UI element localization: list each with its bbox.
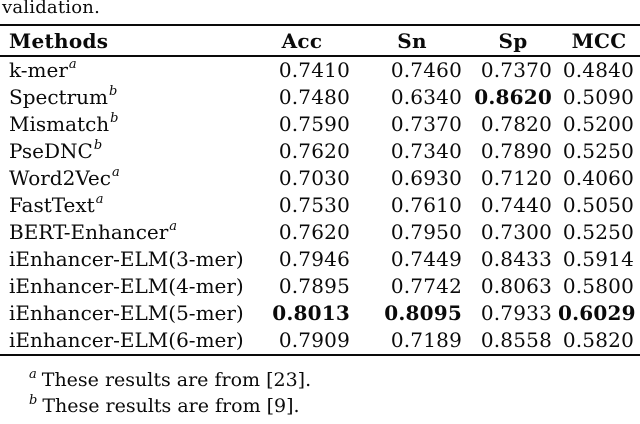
footnote-marker: b	[93, 138, 103, 154]
header-mcc: MCC	[558, 25, 640, 57]
table-row: Mismatchb 0.7590 0.7370 0.7820 0.5200	[0, 111, 640, 138]
value-cell: 0.7449	[390, 247, 462, 271]
table-row: PseDNCb 0.7620 0.7340 0.7890 0.5250	[0, 138, 640, 165]
method-cell: iEnhancer-ELM(4-mer)	[9, 274, 244, 298]
table-row: BERT-Enhancera 0.7620 0.7950 0.7300 0.5250	[0, 219, 640, 246]
table-row: k-mera 0.7410 0.7460 0.7370 0.4840	[0, 56, 640, 84]
value-cell: 0.5050	[562, 193, 634, 217]
value-cell: 0.5800	[562, 274, 634, 298]
method-cell: iEnhancer-ELM(3-mer)	[9, 247, 244, 271]
value-cell: 0.5914	[562, 247, 634, 271]
value-cell: 0.4060	[562, 166, 634, 190]
method-cell: PseDNCb	[9, 138, 103, 163]
footnote-b-text: These results are from [9].	[42, 395, 300, 417]
header-methods: Methods	[0, 25, 248, 57]
value-cell: 0.8095	[384, 301, 462, 325]
value-cell: 0.7030	[278, 166, 350, 190]
table-row: Word2Veca 0.7030 0.6930 0.7120 0.4060	[0, 165, 640, 192]
value-cell: 0.6340	[390, 85, 462, 109]
method-cell: k-mera	[9, 57, 77, 82]
value-cell: 0.7410	[278, 58, 350, 82]
footnote-a-text: These results are from [23].	[41, 369, 312, 391]
method-cell: Spectrumb	[9, 84, 118, 109]
value-cell: 0.6029	[558, 301, 636, 325]
table-header: Methods Acc Sn Sp MCC	[0, 25, 640, 57]
footnote-a-marker: a	[29, 366, 37, 382]
footnote-b: b These results are from [9].	[0, 393, 640, 419]
value-cell: 0.8433	[480, 247, 552, 271]
method-cell: FastTexta	[9, 192, 104, 217]
footnote-a: a These results are from [23].	[0, 367, 640, 393]
value-cell: 0.8063	[480, 274, 552, 298]
value-cell: 0.7890	[480, 139, 552, 163]
header-row: Methods Acc Sn Sp MCC	[0, 25, 640, 57]
value-cell: 0.7946	[278, 247, 350, 271]
value-cell: 0.5200	[562, 112, 634, 136]
value-cell: 0.7742	[390, 274, 462, 298]
results-table: Methods Acc Sn Sp MCC k-mera 0.7410 0.7460…	[0, 24, 640, 356]
value-cell: 0.5250	[562, 220, 634, 244]
table-row: iEnhancer-ELM(5-mer) 0.8013 0.8095 0.7933 0.…	[0, 300, 640, 327]
footnote-b-marker: b	[29, 392, 38, 408]
value-cell: 0.7370	[480, 58, 552, 82]
footnote-marker: a	[95, 192, 104, 208]
value-cell: 0.8013	[272, 301, 350, 325]
method-cell: Word2Veca	[9, 165, 120, 190]
value-cell: 0.7610	[390, 193, 462, 217]
header-sp: Sp	[468, 25, 558, 57]
table-caption-tail: validation.	[2, 0, 101, 18]
value-cell: 0.7530	[278, 193, 350, 217]
value-cell: 0.5090	[562, 85, 634, 109]
value-cell: 0.5820	[562, 328, 634, 352]
table-row: Spectrumb 0.7480 0.6340 0.8620 0.5090	[0, 84, 640, 111]
method-cell: Mismatchb	[9, 111, 119, 136]
footnote-marker: a	[68, 57, 77, 73]
table-row: iEnhancer-ELM(4-mer) 0.7895 0.7742 0.8063 0.…	[0, 273, 640, 300]
method-cell: iEnhancer-ELM(5-mer)	[9, 301, 244, 325]
value-cell: 0.7909	[278, 328, 350, 352]
footnote-marker: a	[169, 219, 178, 235]
table-row: FastTexta 0.7530 0.7610 0.7440 0.5050	[0, 192, 640, 219]
footnote-marker: b	[108, 84, 118, 100]
value-cell: 0.7370	[390, 112, 462, 136]
method-cell: iEnhancer-ELM(6-mer)	[9, 328, 244, 352]
value-cell: 0.7933	[480, 301, 552, 325]
header-sn: Sn	[356, 25, 468, 57]
value-cell: 0.8620	[474, 85, 552, 109]
value-cell: 0.7620	[278, 139, 350, 163]
footnote-marker: a	[111, 165, 120, 181]
value-cell: 0.5250	[562, 139, 634, 163]
value-cell: 0.6930	[390, 166, 462, 190]
footnote-marker: b	[110, 111, 119, 127]
table-row: iEnhancer-ELM(6-mer) 0.7909 0.7189 0.8558 0.…	[0, 327, 640, 355]
method-cell: BERT-Enhancera	[9, 219, 178, 244]
value-cell: 0.7460	[390, 58, 462, 82]
table-body: k-mera 0.7410 0.7460 0.7370 0.4840 Spectrumb 0…	[0, 56, 640, 355]
value-cell: 0.7480	[278, 85, 350, 109]
table-footnotes: a These results are from [23]. b These res…	[0, 367, 640, 419]
value-cell: 0.4840	[562, 58, 634, 82]
value-cell: 0.7950	[390, 220, 462, 244]
header-acc: Acc	[248, 25, 356, 57]
value-cell: 0.7820	[480, 112, 552, 136]
value-cell: 0.7895	[278, 274, 350, 298]
value-cell: 0.7590	[278, 112, 350, 136]
value-cell: 0.7620	[278, 220, 350, 244]
value-cell: 0.7340	[390, 139, 462, 163]
value-cell: 0.7440	[480, 193, 552, 217]
value-cell: 0.8558	[480, 328, 552, 352]
value-cell: 0.7120	[480, 166, 552, 190]
value-cell: 0.7189	[390, 328, 462, 352]
table-row: iEnhancer-ELM(3-mer) 0.7946 0.7449 0.8433 0.…	[0, 246, 640, 273]
value-cell: 0.7300	[480, 220, 552, 244]
